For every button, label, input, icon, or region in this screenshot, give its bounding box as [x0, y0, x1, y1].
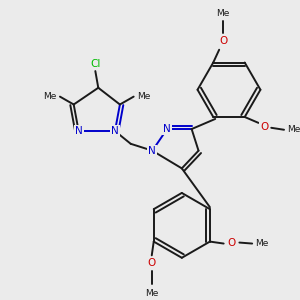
Text: Me: Me	[137, 92, 150, 101]
Text: O: O	[227, 238, 236, 248]
Text: Me: Me	[255, 239, 269, 248]
Text: Me: Me	[145, 289, 158, 298]
Text: N: N	[163, 124, 171, 134]
Text: Me: Me	[216, 9, 230, 18]
Text: Me: Me	[44, 92, 57, 101]
Text: N: N	[111, 126, 119, 136]
Text: Me: Me	[287, 125, 300, 134]
Text: N: N	[75, 126, 83, 136]
Text: O: O	[148, 258, 156, 268]
Text: Cl: Cl	[90, 59, 101, 69]
Text: N: N	[148, 146, 156, 156]
Text: O: O	[260, 122, 269, 132]
Text: O: O	[219, 36, 227, 46]
